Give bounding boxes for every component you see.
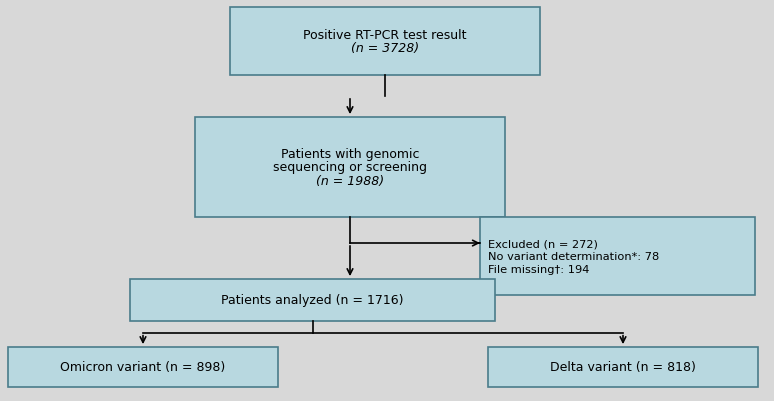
Text: Patients with genomic: Patients with genomic <box>281 147 420 160</box>
Bar <box>195 118 505 217</box>
Text: No variant determination*: 78: No variant determination*: 78 <box>488 251 659 261</box>
Bar <box>230 8 540 76</box>
Text: Omicron variant (n = 898): Omicron variant (n = 898) <box>60 360 226 374</box>
Text: File missing†: 194: File missing†: 194 <box>488 264 589 274</box>
Text: Excluded (n = 272): Excluded (n = 272) <box>488 239 598 249</box>
Text: Patients analyzed (n = 1716): Patients analyzed (n = 1716) <box>221 294 404 307</box>
Text: Delta variant (n = 818): Delta variant (n = 818) <box>550 360 696 374</box>
Bar <box>488 347 758 387</box>
Text: (n = 1988): (n = 1988) <box>316 175 384 188</box>
Bar <box>8 347 278 387</box>
Bar <box>130 279 495 321</box>
Text: sequencing or screening: sequencing or screening <box>273 161 427 174</box>
Text: (n = 3728): (n = 3728) <box>351 43 419 55</box>
Bar <box>480 217 755 295</box>
Text: Positive RT-PCR test result: Positive RT-PCR test result <box>303 28 467 41</box>
